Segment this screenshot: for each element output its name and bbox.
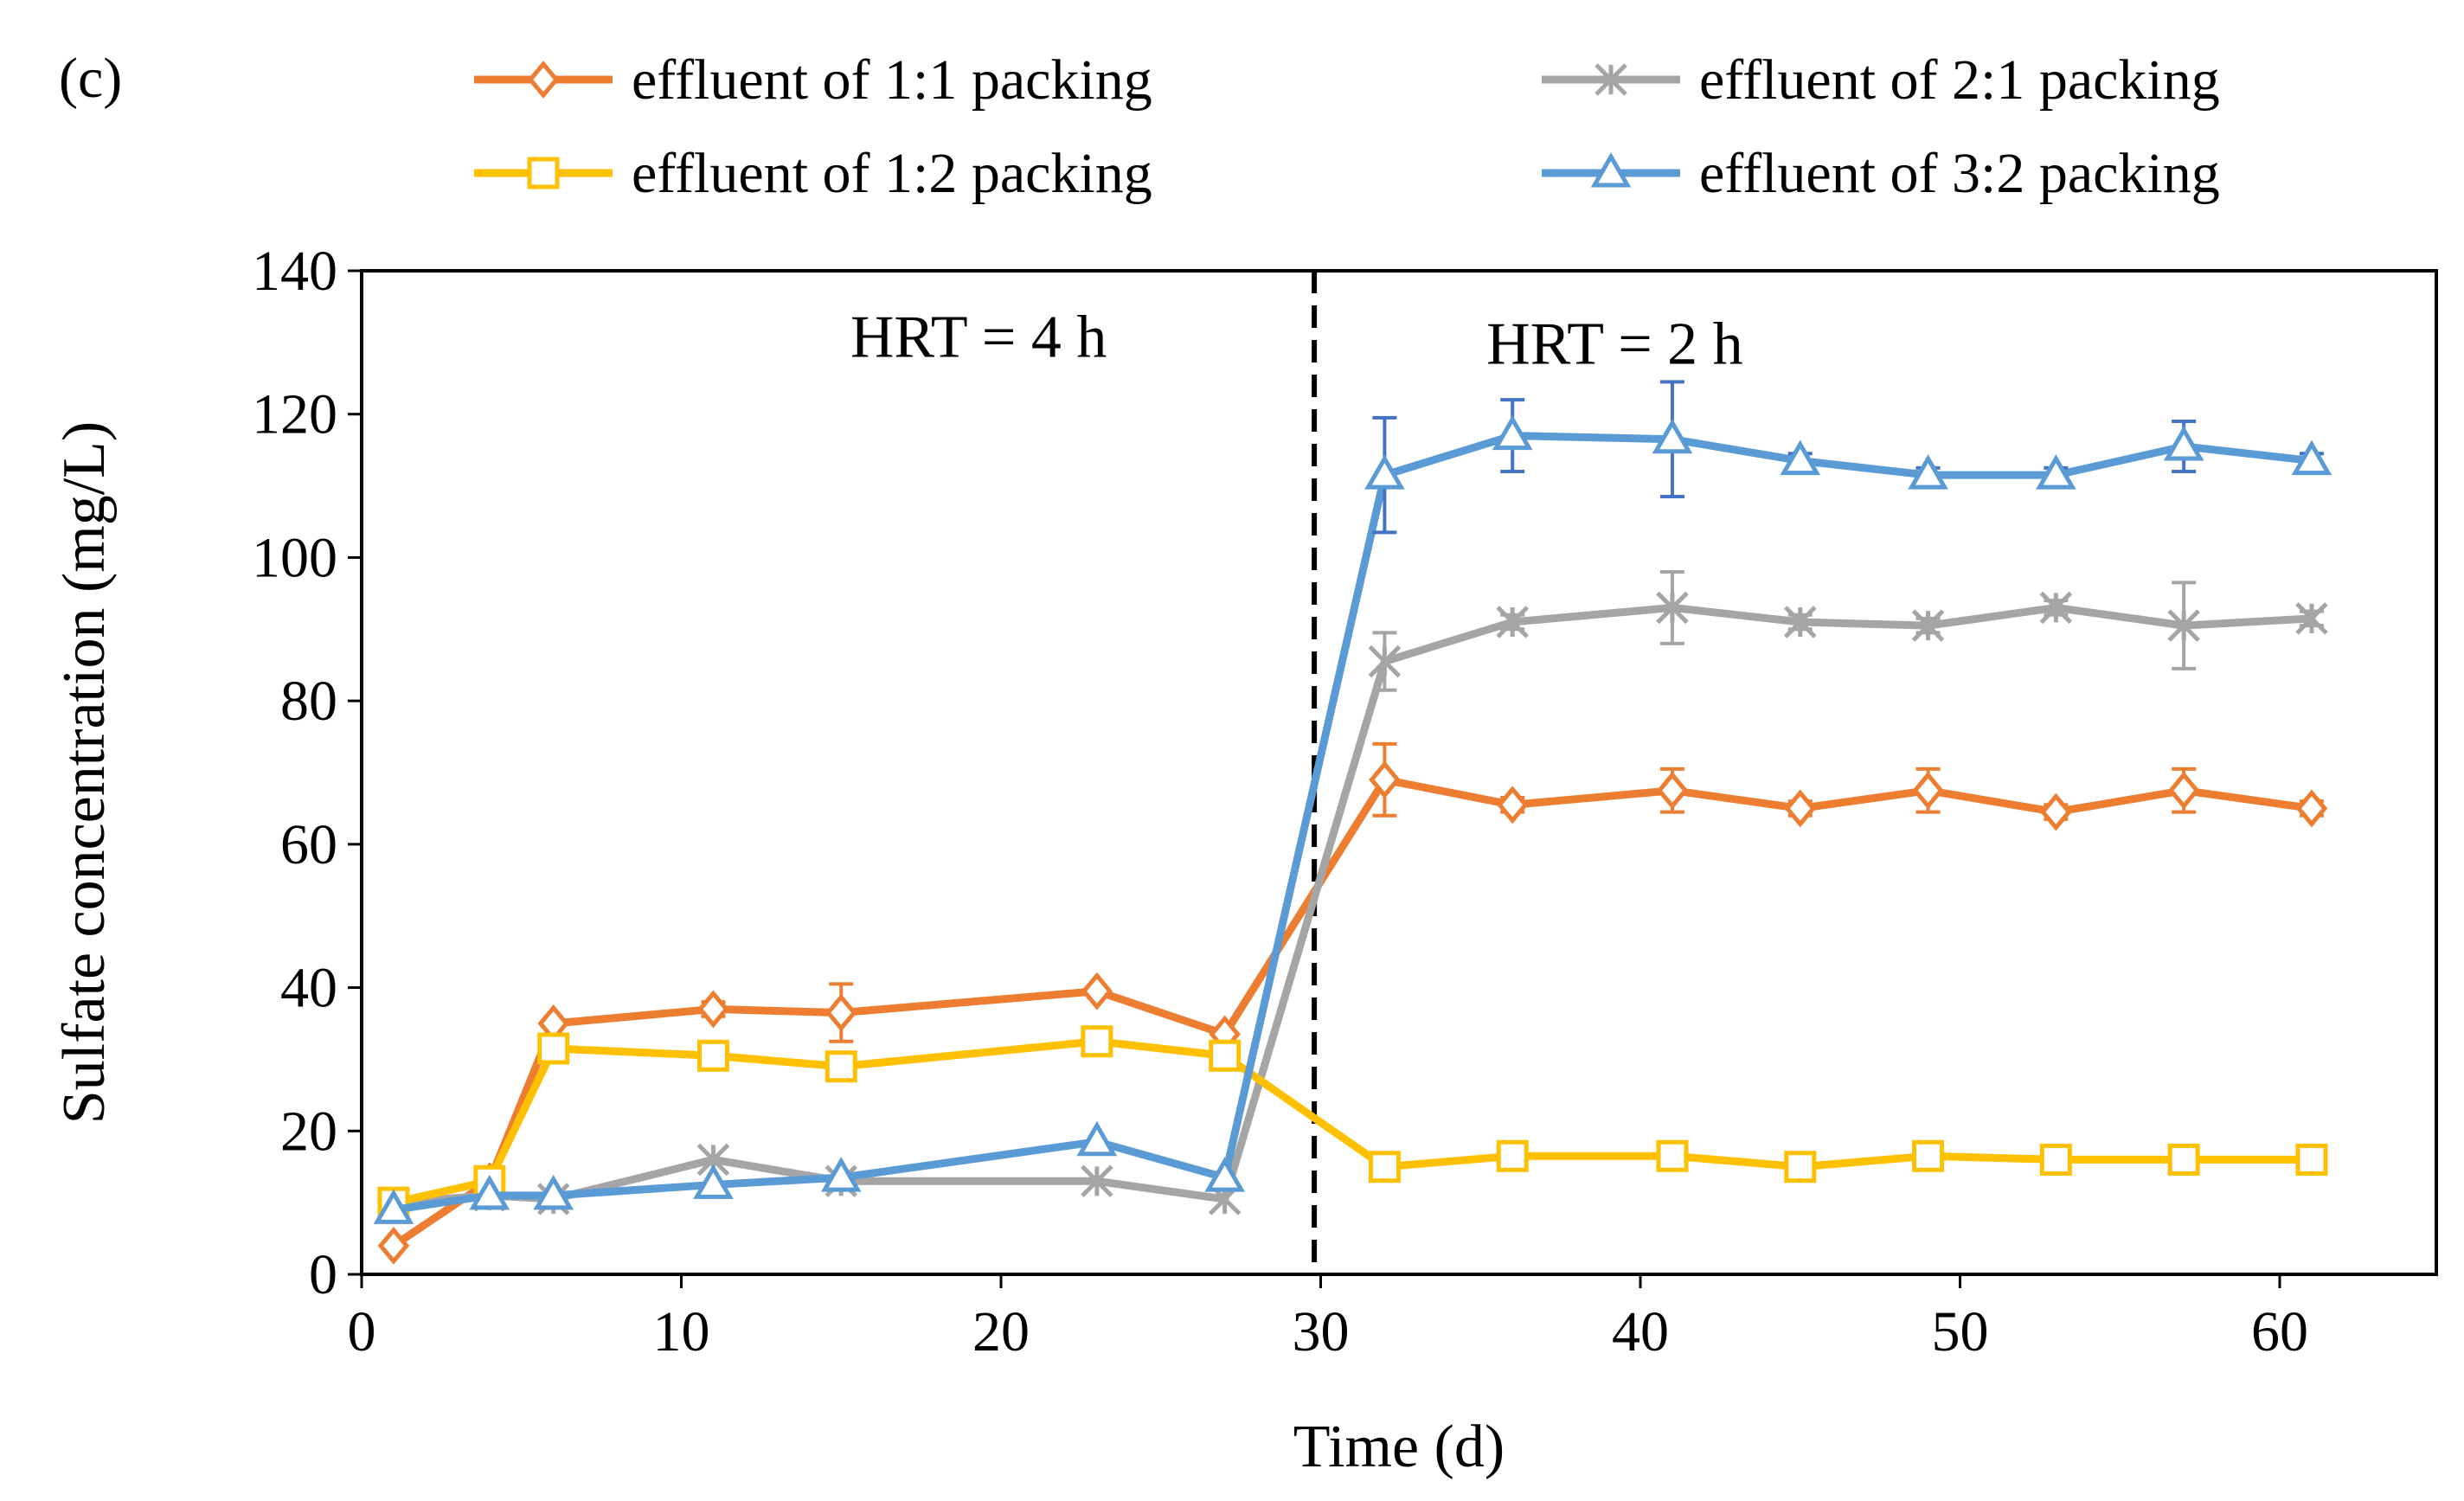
legend: effluent of 1:1 packing effluent of 2:1 p… [474, 48, 2220, 205]
data-point [1780, 439, 1821, 476]
plot-area-frame [360, 269, 2438, 1276]
data-point [693, 1164, 734, 1199]
y-axis-ticks: 0 20 40 60 80 100 120 140 [252, 240, 362, 1306]
data-point [1912, 1139, 1945, 1172]
data-point [537, 1032, 570, 1065]
legend-marker [527, 61, 560, 99]
data-point [1912, 771, 1944, 810]
legend-label: effluent of 3:2 packing [1699, 142, 2220, 205]
data-point [2036, 454, 2076, 490]
data-point [1209, 1039, 1242, 1072]
data-point [1081, 972, 1113, 1010]
data-point [1368, 1151, 1401, 1183]
data-point [2039, 591, 2073, 625]
data-point [1784, 789, 1817, 828]
x-tick-label: 20 [972, 1300, 1030, 1363]
panel-label: (c) [59, 47, 122, 110]
x-tick-label: 30 [1293, 1300, 1350, 1363]
data-point [377, 1226, 410, 1265]
series-line [389, 775, 2316, 1250]
data-point [1652, 418, 1693, 454]
data-point [1656, 1139, 1689, 1172]
data-point [1076, 1120, 1118, 1157]
data-point [1783, 606, 1817, 638]
data-point [697, 990, 729, 1029]
series-3 [377, 1025, 2328, 1219]
data-point [1496, 786, 1529, 824]
data-point [1492, 414, 1533, 451]
x-tick-label: 50 [1932, 1300, 1989, 1363]
legend-label: effluent of 1:1 packing [632, 48, 1152, 112]
data-point [2295, 1143, 2328, 1176]
hrt-annotation: HRT = 4 h [850, 304, 1107, 370]
data-point [1911, 609, 1945, 642]
data-point [1081, 1164, 1113, 1198]
y-axis-label: Sulfate concentration (mg/L) [51, 421, 118, 1125]
data-point [1368, 645, 1402, 678]
annotations: HRT = 4 h HRT = 2 h [850, 304, 1743, 377]
data-point [1496, 1139, 1529, 1172]
legend-entry-3: effluent of 1:2 packing [474, 142, 1152, 205]
data-point [373, 1189, 414, 1224]
data-point [1656, 591, 1689, 625]
data-point [1656, 771, 1689, 810]
data-point [1496, 606, 1529, 638]
series-line [389, 603, 2316, 1207]
legend-label: effluent of 2:1 packing [1699, 48, 2220, 112]
hrt-annotation: HRT = 2 h [1486, 311, 1743, 378]
data-point [1364, 454, 1405, 490]
data-point [820, 1157, 862, 1192]
y-tick-label: 100 [252, 526, 337, 589]
data-point [696, 1039, 729, 1072]
data-point [2167, 609, 2200, 642]
x-tick-label: 60 [2251, 1300, 2308, 1363]
y-tick-label: 120 [252, 383, 337, 446]
legend-marker [1595, 63, 1627, 96]
data-point [2295, 789, 2328, 828]
series-layer [373, 380, 2332, 1265]
data-point [2163, 425, 2204, 461]
legend-marker [527, 157, 560, 189]
data-point [2295, 602, 2328, 635]
y-tick-label: 140 [252, 240, 337, 303]
data-point [469, 1174, 510, 1210]
data-point [533, 1174, 574, 1210]
data-point [2039, 1143, 2072, 1176]
data-point [1369, 760, 1401, 799]
data-point [1784, 1151, 1817, 1183]
legend-label: effluent of 1:2 packing [632, 142, 1152, 205]
y-tick-label: 0 [309, 1243, 337, 1306]
data-point [2167, 1143, 2200, 1176]
x-axis-label: Time (d) [1293, 1414, 1505, 1480]
x-tick-label: 0 [348, 1300, 376, 1363]
legend-entry-4: effluent of 3:2 packing [1542, 142, 2220, 205]
y-tick-label: 20 [280, 1100, 337, 1163]
y-tick-label: 60 [280, 813, 337, 876]
series-line [389, 1037, 2316, 1207]
y-tick-label: 40 [280, 957, 337, 1020]
x-tick-label: 40 [1612, 1300, 1669, 1363]
x-axis-ticks: 0 10 20 30 40 50 60 [348, 1274, 2308, 1363]
data-point [1204, 1157, 1245, 1192]
x-tick-label: 10 [653, 1300, 710, 1363]
series-4 [373, 380, 2332, 1224]
data-point [2291, 439, 2332, 476]
legend-entry-1: effluent of 1:1 packing [474, 48, 1152, 112]
y-tick-label: 80 [280, 670, 337, 733]
series-line [389, 432, 2316, 1214]
data-point [2167, 771, 2200, 810]
data-point [1081, 1025, 1113, 1058]
data-point [2040, 792, 2072, 831]
data-point [1908, 454, 1948, 490]
series-2 [377, 570, 2328, 1219]
data-point [825, 993, 857, 1032]
data-point [825, 1050, 857, 1083]
legend-marker [1590, 151, 1632, 188]
legend-entry-2: effluent of 2:1 packing [1542, 48, 2220, 112]
